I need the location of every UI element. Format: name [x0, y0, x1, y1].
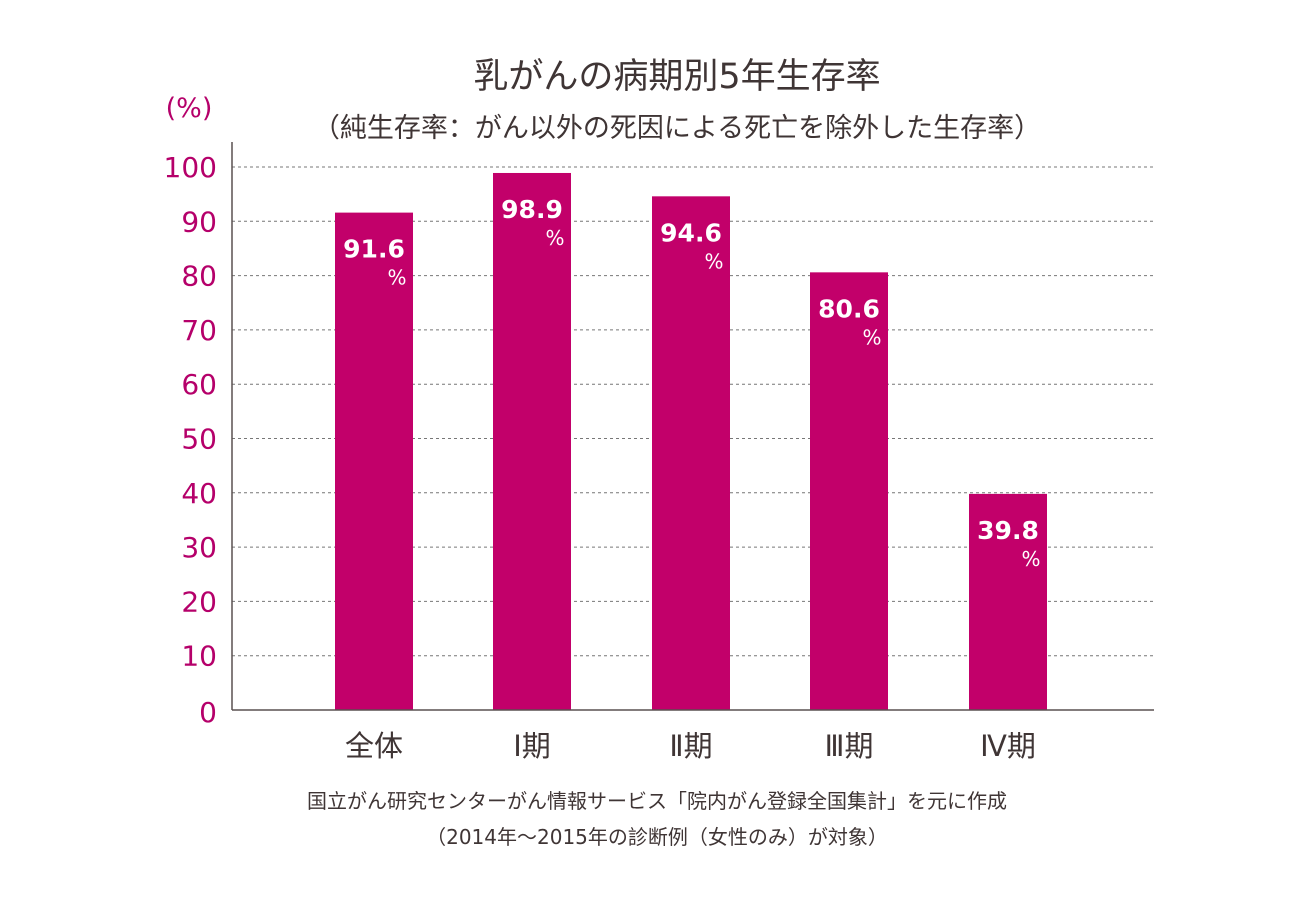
- y-tick-label: 30: [181, 531, 217, 564]
- bar-value-unit: %: [1021, 547, 1040, 571]
- bar: [335, 212, 413, 710]
- x-tick-label: Ⅰ期: [513, 729, 551, 763]
- x-tick-label: 全体: [345, 729, 403, 763]
- axes: [231, 142, 1154, 711]
- y-tick-label: 0: [199, 696, 217, 729]
- y-tick-label: 60: [181, 368, 217, 401]
- y-tick-label: 100: [164, 151, 217, 184]
- x-tick-labels: 全体 Ⅰ期 Ⅱ期 Ⅲ期 Ⅳ期: [345, 729, 1036, 763]
- bar-value-unit: %: [862, 325, 881, 349]
- chart-title: 乳がんの病期別5年生存率: [473, 57, 880, 97]
- y-axis-label: (%): [166, 93, 213, 124]
- y-tick-labels: 0 10 20 30 40 50 60 70 80 90 100: [164, 151, 217, 729]
- y-tick-label: 90: [181, 205, 217, 238]
- bars: 91.6%98.9% 94.6%80.6%39.8%: [335, 172, 1047, 710]
- source-note-detail: （2014年〜2015年の診断例（女性のみ）が対象）: [426, 825, 888, 849]
- bar: [493, 172, 571, 710]
- x-tick-label: Ⅱ期: [669, 729, 712, 763]
- x-tick-label: Ⅳ期: [980, 729, 1036, 763]
- bar: [810, 272, 888, 710]
- y-tick-label: 20: [181, 585, 217, 618]
- source-note: 国立がん研究センターがん情報サービス「院内がん登録全国集計」を元に作成: [307, 789, 1007, 813]
- bar: [652, 196, 730, 710]
- bar-value-label: 98.9: [501, 195, 563, 224]
- chart-subtitle: （純生存率：がん以外の死因による死亡を除外した生存率）: [313, 113, 1041, 144]
- bar-value-label: 91.6: [343, 235, 405, 264]
- bar-value-unit: %: [704, 249, 723, 273]
- bar: [969, 493, 1047, 710]
- x-tick-label: Ⅲ期: [825, 729, 874, 763]
- y-tick-label: 40: [181, 477, 217, 510]
- y-tick-label: 70: [181, 314, 217, 347]
- bar-value-label: 94.6: [660, 218, 722, 247]
- bar-value-label: 39.8: [977, 516, 1039, 545]
- y-tick-label: 50: [181, 423, 217, 456]
- bar-value-label: 80.6: [818, 294, 880, 323]
- bar-value-unit: %: [545, 226, 564, 250]
- y-tick-label: 10: [181, 640, 217, 673]
- y-tick-label: 80: [181, 260, 217, 293]
- bar-value-unit: %: [387, 266, 406, 290]
